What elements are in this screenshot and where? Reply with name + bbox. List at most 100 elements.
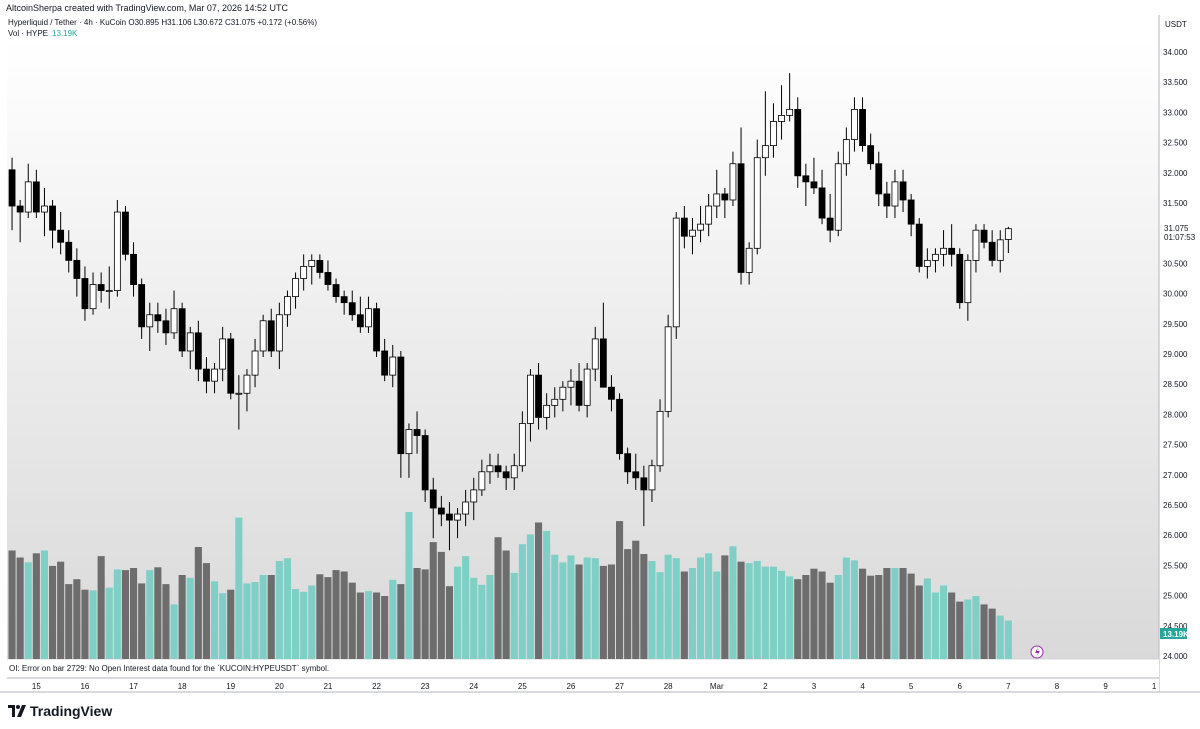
candle: [146, 302, 154, 351]
volume-bar: [243, 583, 251, 659]
candle: [680, 206, 688, 249]
time-tick-label: 2: [763, 682, 768, 691]
volume-bar: [235, 517, 243, 659]
volume-bar: [705, 553, 713, 659]
tradingview-brand: TradingView: [30, 703, 113, 719]
volume-bar: [810, 568, 818, 659]
candle: [964, 254, 972, 321]
candle: [948, 224, 956, 267]
time-tick-label: 3: [812, 682, 817, 691]
candle: [105, 266, 113, 309]
volume-legend-label[interactable]: Vol · HYPE: [8, 29, 49, 38]
candle: [721, 187, 729, 219]
volume-bar: [583, 557, 591, 659]
candle: [770, 103, 777, 158]
candle: [786, 73, 794, 122]
volume-bar: [559, 562, 567, 659]
candle: [316, 254, 324, 279]
time-axis[interactable]: 15 16 17 18 19 20 21 22 23 24 25 26 27 28 Mar 2 3 4 5 6 7 8 9 1: [32, 682, 1157, 691]
volume-bar: [138, 583, 146, 659]
volume-bar: [65, 584, 73, 659]
time-tick-label: 19: [226, 682, 235, 691]
oi-error-text: OI: Error on bar 2729: No Open Interest …: [9, 664, 329, 673]
volume-bar: [16, 557, 24, 659]
volume-bar: [510, 572, 518, 659]
candle: [632, 453, 640, 490]
attribution-header: AltcoinSherpa created with TradingView.c…: [6, 3, 288, 13]
price-tick-label: 24.000: [1163, 652, 1188, 661]
candle: [203, 357, 210, 394]
candle: [340, 290, 348, 315]
volume-bar: [389, 579, 397, 659]
candle: [778, 85, 785, 140]
candle: [527, 369, 534, 442]
volume-bar: [526, 534, 534, 659]
candle: [802, 163, 810, 207]
candle: [57, 212, 65, 255]
candle: [826, 193, 834, 243]
candle: [324, 260, 332, 291]
candle: [810, 157, 818, 194]
time-tick-label: 1: [1152, 682, 1157, 691]
candle: [640, 465, 648, 527]
volume-bar: [421, 569, 429, 659]
volume-bar: [915, 585, 923, 659]
candle: [308, 254, 316, 285]
candle: [859, 97, 866, 152]
candle: [1004, 226, 1012, 254]
candle: [591, 326, 599, 382]
candle: [178, 302, 186, 358]
candle: [559, 381, 567, 412]
candle: [194, 320, 202, 382]
candle: [89, 272, 97, 315]
price-axis[interactable]: 34.000 33.500 33.000 32.500 32.000 31.500 31.0…: [1163, 48, 1188, 661]
volume-bar: [227, 589, 235, 659]
candle: [16, 199, 24, 243]
candle: [891, 169, 899, 219]
volume-bar: [624, 549, 632, 659]
candle: [518, 411, 526, 472]
last-price-marker: [1160, 224, 1190, 242]
candle: [154, 302, 162, 333]
candle: [899, 169, 907, 213]
volume-bar: [81, 589, 89, 659]
volume-bar: [373, 592, 381, 659]
candle: [373, 302, 380, 358]
volume-bar: [283, 558, 291, 659]
volume-bar: [73, 579, 81, 659]
volume-bar: [356, 592, 364, 659]
volume-bar: [778, 570, 786, 659]
candle: [348, 290, 356, 321]
volume-bar: [535, 522, 543, 659]
volume-bar: [794, 579, 802, 659]
candle: [462, 489, 470, 527]
candle: [421, 429, 429, 502]
volume-bar: [121, 570, 129, 659]
volume-bar: [146, 570, 154, 659]
volume-bar: [972, 596, 980, 659]
price-tick-label: 25.500: [1163, 561, 1188, 570]
lightning-icon[interactable]: [1030, 645, 1044, 659]
change-value: +0.172 (+0.56%): [257, 18, 318, 27]
candle: [454, 508, 461, 539]
candle: [761, 91, 769, 176]
volume-bar: [324, 577, 332, 659]
price-tick-label: 30.000: [1163, 290, 1188, 299]
volume-bar: [680, 571, 688, 659]
volume-bar: [49, 565, 57, 659]
symbol-title[interactable]: Hyperliquid / Tether · 4h · KuCoin: [8, 18, 127, 27]
volume-bar: [462, 556, 470, 659]
price-tick-label: 33.500: [1163, 78, 1188, 87]
volume-bar: [316, 574, 324, 659]
low-value: L30.672: [193, 18, 223, 27]
candle: [648, 459, 656, 502]
volume-bar: [162, 584, 170, 659]
candle: [65, 230, 73, 273]
price-tick-label: 34.000: [1163, 48, 1188, 57]
volume-bar: [859, 568, 867, 659]
volume-bar: [688, 568, 696, 659]
candle: [235, 375, 243, 430]
volume-bar: [907, 573, 915, 659]
time-tick-label: 5: [909, 682, 914, 691]
